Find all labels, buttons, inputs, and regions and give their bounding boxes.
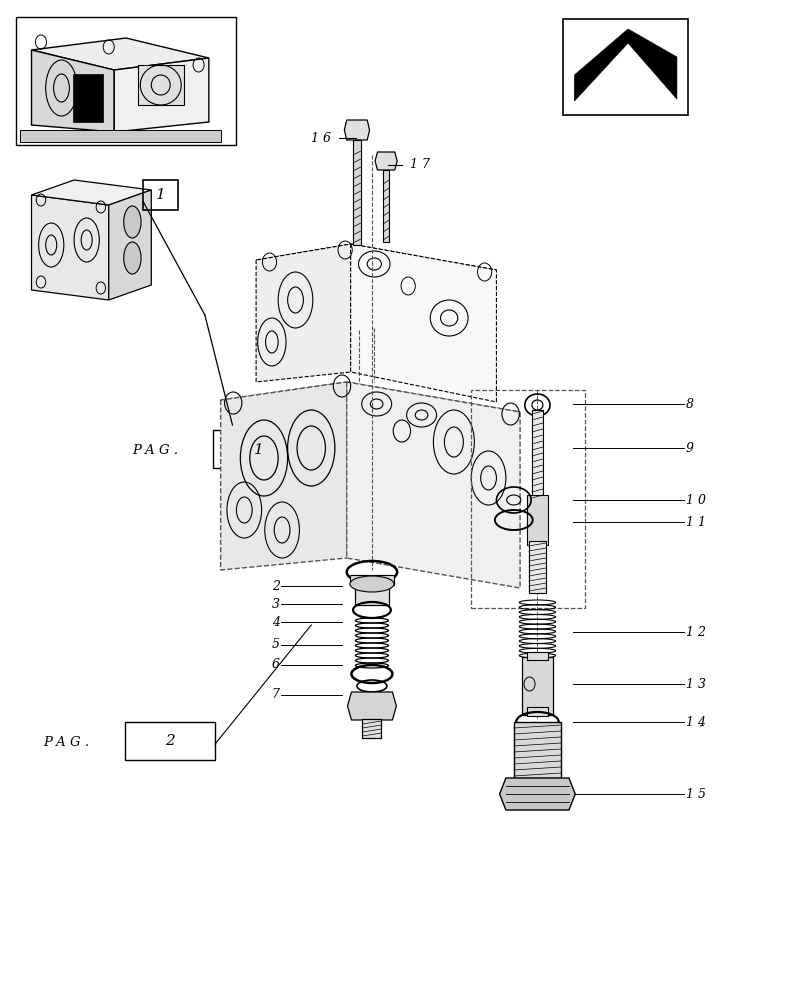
Ellipse shape	[124, 242, 141, 274]
Polygon shape	[574, 29, 677, 101]
Polygon shape	[348, 692, 396, 720]
Bar	[16, 17, 236, 145]
Bar	[563, 19, 688, 115]
Polygon shape	[256, 244, 351, 382]
Polygon shape	[32, 38, 209, 70]
Text: 6: 6	[272, 658, 280, 672]
Text: 1 5: 1 5	[686, 788, 705, 800]
Polygon shape	[221, 382, 520, 430]
Ellipse shape	[350, 576, 394, 592]
Polygon shape	[256, 244, 496, 286]
Bar	[532, 410, 543, 500]
Bar	[471, 390, 585, 608]
Text: 2: 2	[165, 734, 175, 748]
Polygon shape	[32, 180, 151, 205]
Bar	[527, 652, 548, 660]
Bar	[350, 575, 394, 585]
Text: 1: 1	[156, 188, 165, 202]
Bar	[522, 657, 553, 715]
Text: 1 1: 1 1	[686, 516, 705, 528]
Text: 1 2: 1 2	[686, 626, 705, 639]
Bar	[143, 180, 178, 210]
Bar	[514, 722, 561, 778]
Polygon shape	[32, 195, 109, 300]
Bar	[353, 140, 361, 245]
Polygon shape	[344, 120, 370, 140]
Bar	[138, 65, 184, 105]
Text: P A G .: P A G .	[43, 736, 90, 748]
Text: 1 0: 1 0	[686, 493, 705, 506]
Bar	[362, 719, 381, 738]
Text: 4: 4	[272, 615, 280, 629]
Bar	[529, 541, 546, 593]
Bar	[73, 74, 103, 122]
Ellipse shape	[124, 206, 141, 238]
Bar	[213, 430, 303, 468]
Polygon shape	[375, 152, 397, 170]
Text: 1 4: 1 4	[686, 716, 705, 728]
Text: 5: 5	[272, 639, 280, 652]
Bar	[527, 707, 548, 716]
Polygon shape	[500, 778, 575, 810]
Polygon shape	[109, 190, 151, 300]
Bar	[125, 722, 215, 760]
Text: 1 6: 1 6	[311, 131, 331, 144]
Text: 2: 2	[272, 580, 280, 592]
Bar	[527, 495, 548, 545]
Text: 1 3: 1 3	[686, 678, 705, 690]
Bar	[383, 170, 389, 242]
Text: 7: 7	[272, 688, 280, 702]
Text: 3: 3	[272, 597, 280, 610]
Text: P A G .: P A G .	[132, 444, 179, 456]
Text: 9: 9	[686, 442, 693, 454]
Polygon shape	[351, 244, 496, 402]
Bar	[355, 583, 389, 605]
Polygon shape	[114, 58, 209, 132]
Polygon shape	[221, 382, 347, 570]
Text: 1: 1	[254, 443, 263, 457]
Text: 1 7: 1 7	[410, 158, 429, 172]
Text: 8: 8	[686, 397, 693, 410]
Polygon shape	[347, 382, 520, 588]
Polygon shape	[32, 50, 114, 132]
Bar	[20, 130, 221, 142]
